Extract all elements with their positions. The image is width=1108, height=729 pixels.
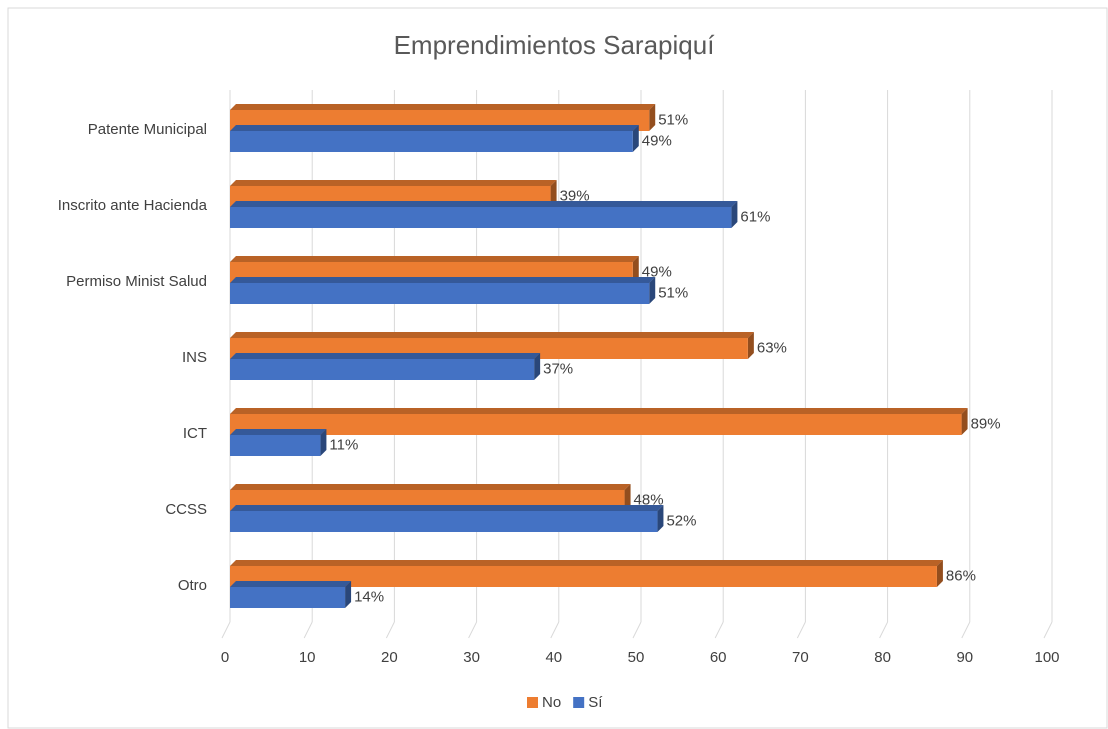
bar-top bbox=[230, 180, 557, 186]
x-tick-label: 100 bbox=[1034, 649, 1059, 666]
x-tick-label: 70 bbox=[792, 649, 809, 666]
bar bbox=[230, 511, 658, 532]
y-tick-label: Patente Municipal bbox=[88, 121, 207, 138]
legend-label: Sí bbox=[588, 694, 603, 711]
y-tick-label: CCSS bbox=[165, 501, 207, 518]
data-label: 49% bbox=[642, 263, 672, 280]
y-tick-label: Otro bbox=[178, 577, 207, 594]
bar-top bbox=[230, 429, 327, 435]
bar-top bbox=[230, 256, 639, 262]
chart-title: Emprendimientos Sarapiquí bbox=[394, 30, 716, 60]
bar-side bbox=[961, 408, 968, 435]
y-tick-label: Permiso Minist Salud bbox=[66, 273, 207, 290]
data-label: 49% bbox=[642, 132, 672, 149]
bar-top bbox=[230, 560, 943, 566]
bar-side bbox=[632, 125, 639, 152]
bar bbox=[230, 587, 346, 608]
data-label: 37% bbox=[543, 360, 573, 377]
data-label: 86% bbox=[946, 567, 976, 584]
bar-top bbox=[230, 408, 968, 414]
grid-floor-line bbox=[714, 621, 724, 639]
x-tick-label: 80 bbox=[874, 649, 891, 666]
y-tick-label: INS bbox=[182, 349, 207, 366]
x-tick-label: 20 bbox=[381, 649, 398, 666]
bar-top bbox=[230, 581, 352, 587]
bar-top bbox=[230, 125, 639, 131]
data-label: 11% bbox=[329, 436, 358, 453]
bar-side bbox=[550, 180, 557, 207]
bar-side bbox=[731, 201, 738, 228]
bar-top bbox=[230, 332, 754, 338]
bar-side bbox=[747, 332, 754, 359]
legend-swatch bbox=[573, 697, 585, 708]
grid-floor-line bbox=[550, 621, 560, 639]
data-label: 39% bbox=[560, 187, 590, 204]
data-label: 51% bbox=[658, 284, 688, 301]
bar-top bbox=[230, 484, 631, 490]
bar-side bbox=[345, 581, 352, 608]
bar bbox=[230, 131, 633, 152]
grid-floor-line bbox=[632, 621, 642, 639]
x-tick-label: 90 bbox=[956, 649, 973, 666]
bar bbox=[230, 435, 321, 456]
x-tick-label: 10 bbox=[299, 649, 316, 666]
bar bbox=[230, 207, 732, 228]
x-tick-label: 0 bbox=[221, 649, 229, 666]
bar-side bbox=[649, 104, 656, 131]
grid-floor-line bbox=[303, 621, 313, 639]
x-tick-label: 30 bbox=[463, 649, 480, 666]
bar-side bbox=[624, 484, 631, 511]
y-tick-label: ICT bbox=[183, 425, 207, 442]
data-label: 51% bbox=[658, 111, 688, 128]
bar-side bbox=[649, 277, 656, 304]
bar-top bbox=[230, 104, 656, 110]
x-tick-label: 50 bbox=[628, 649, 645, 666]
bar-top bbox=[230, 353, 541, 359]
bar bbox=[230, 359, 535, 380]
bar-side bbox=[936, 560, 943, 587]
grid-floor-line bbox=[385, 621, 395, 639]
bar-side bbox=[534, 353, 541, 380]
bar-side bbox=[657, 505, 664, 532]
data-label: 89% bbox=[971, 415, 1001, 432]
grid-floor-line bbox=[961, 621, 971, 639]
bar-side bbox=[320, 429, 327, 456]
bar bbox=[230, 283, 650, 304]
bar bbox=[230, 566, 937, 587]
data-label: 52% bbox=[666, 512, 696, 529]
x-tick-label: 40 bbox=[545, 649, 562, 666]
bar-top bbox=[230, 201, 738, 207]
bar-top bbox=[230, 277, 656, 283]
bar-side bbox=[632, 256, 639, 283]
bar-top bbox=[230, 505, 664, 511]
data-label: 48% bbox=[634, 491, 664, 508]
grid-floor-line bbox=[796, 621, 806, 639]
data-label: 14% bbox=[354, 588, 384, 605]
legend-label: No bbox=[542, 694, 561, 711]
grid-floor-line bbox=[1043, 621, 1053, 639]
grid-floor-line bbox=[468, 621, 478, 639]
data-label: 61% bbox=[740, 208, 770, 225]
grid-floor-line bbox=[879, 621, 889, 639]
bar bbox=[230, 414, 962, 435]
legend-swatch bbox=[527, 697, 538, 708]
x-tick-label: 60 bbox=[710, 649, 727, 666]
data-label: 63% bbox=[757, 339, 787, 356]
y-tick-label: Inscrito ante Hacienda bbox=[58, 197, 208, 214]
grid-floor-line bbox=[221, 621, 231, 639]
